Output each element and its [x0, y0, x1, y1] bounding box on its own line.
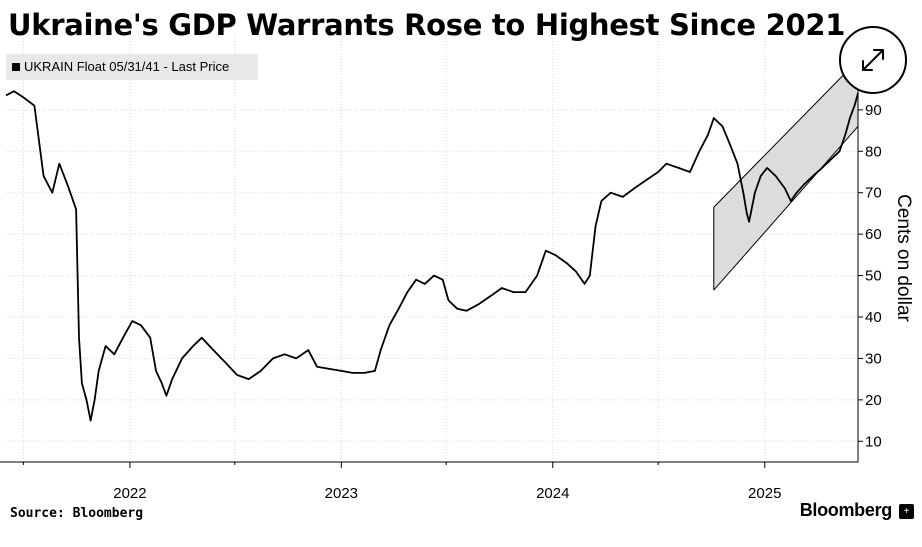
x-tick-label: 2023	[325, 485, 358, 502]
bloomberg-plus-icon: +	[899, 504, 914, 519]
x-tick-label: 2022	[113, 485, 146, 502]
legend-label: UKRAIN Float 05/31/41 - Last Price	[24, 59, 230, 74]
axes: 10 20 30 40 50 60 70 80 90 2022 2023 2024 2025	[0, 35, 882, 502]
trend-channel-fill	[713, 60, 858, 291]
expand-arrows-icon	[862, 49, 884, 71]
trend-channel-upper	[713, 59, 859, 208]
y-tick-label: 10	[865, 433, 882, 450]
chart-title: Ukraine's GDP Warrants Rose to Highest S…	[8, 8, 846, 42]
y-tick-label: 70	[865, 185, 882, 202]
y-tick-label: 90	[865, 102, 882, 119]
brand-logo: Bloomberg	[799, 500, 893, 520]
y-tick-label: 30	[865, 350, 882, 367]
grid	[6, 35, 858, 462]
legend: UKRAIN Float 05/31/41 - Last Price	[6, 54, 258, 80]
price-series	[5, 90, 859, 422]
y-axis-label: Cents on dollar	[893, 194, 914, 322]
expand-button[interactable]	[839, 26, 907, 94]
x-tick-label: 2024	[536, 485, 569, 502]
trend-channel	[713, 59, 859, 291]
y-tick-label: 40	[865, 309, 882, 326]
source-note: Source: Bloomberg	[10, 506, 144, 521]
x-tick-label: 2025	[748, 485, 781, 502]
trend-channel-lower	[713, 126, 859, 291]
y-tick-label: 80	[865, 143, 882, 160]
legend-swatch	[12, 63, 20, 72]
price-line	[5, 90, 859, 422]
y-tick-label: 20	[865, 392, 882, 409]
y-tick-label: 50	[865, 268, 882, 285]
y-tick-label: 60	[865, 226, 882, 243]
